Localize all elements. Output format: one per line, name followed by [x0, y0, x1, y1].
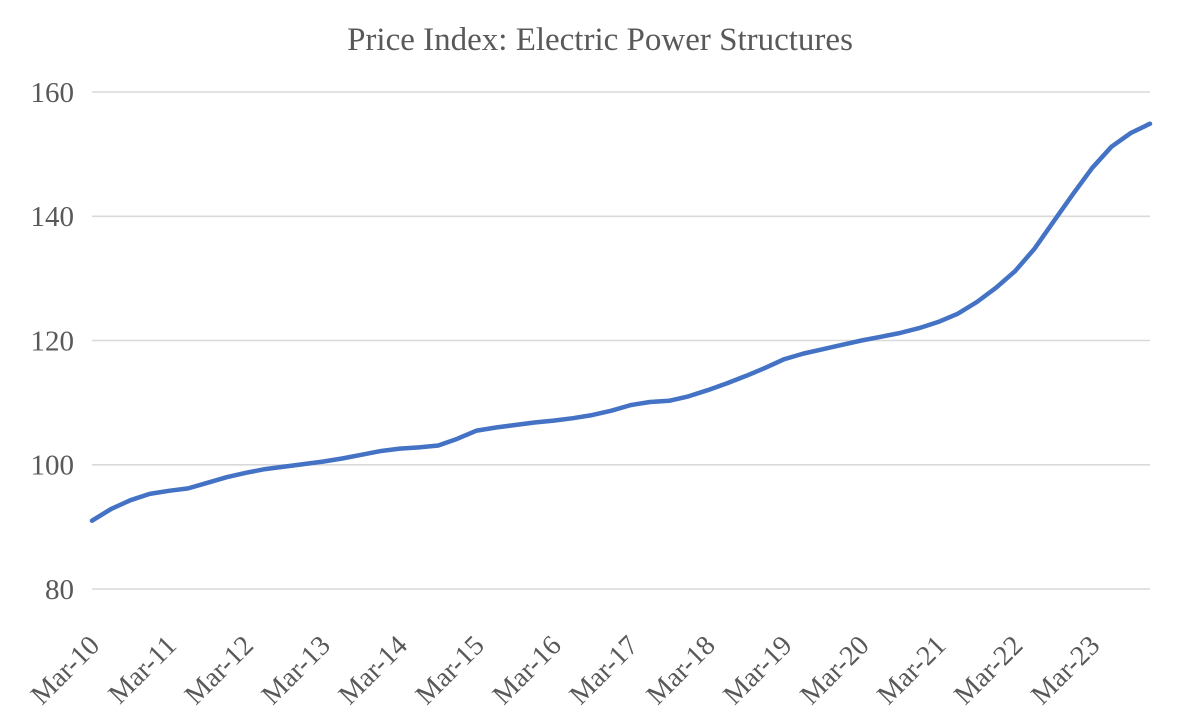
x-axis-tick-label: Mar-17 [564, 630, 645, 711]
y-axis-tick-label: 140 [31, 201, 75, 233]
chart-title: Price Index: Electric Power Structures [347, 22, 853, 58]
x-axis-tick-label: Mar-12 [179, 630, 260, 711]
x-axis-tick-label: Mar-23 [1025, 630, 1106, 711]
x-axis-tick-label: Mar-16 [487, 630, 568, 711]
x-axis-tick-label: Mar-15 [410, 630, 491, 711]
y-axis-tick-label: 100 [31, 450, 75, 482]
x-axis-tick-label: Mar-10 [25, 630, 106, 711]
x-axis-tick-label: Mar-18 [641, 630, 722, 711]
x-axis-tick-label: Mar-14 [333, 630, 414, 711]
x-axis-tick-label: Mar-22 [948, 630, 1029, 711]
x-axis-tick-label: Mar-11 [103, 630, 183, 710]
y-axis-tick-label: 160 [31, 77, 75, 109]
x-axis-tick-label: Mar-20 [795, 630, 876, 711]
y-axis-tick-label: 80 [45, 574, 74, 606]
x-axis-tick-label: Mar-19 [718, 630, 799, 711]
y-axis-tick-label: 120 [31, 325, 75, 357]
series-line [89, 121, 1153, 523]
x-axis-tick-label: Mar-13 [256, 630, 337, 711]
x-axis-tick-label: Mar-21 [871, 630, 952, 711]
